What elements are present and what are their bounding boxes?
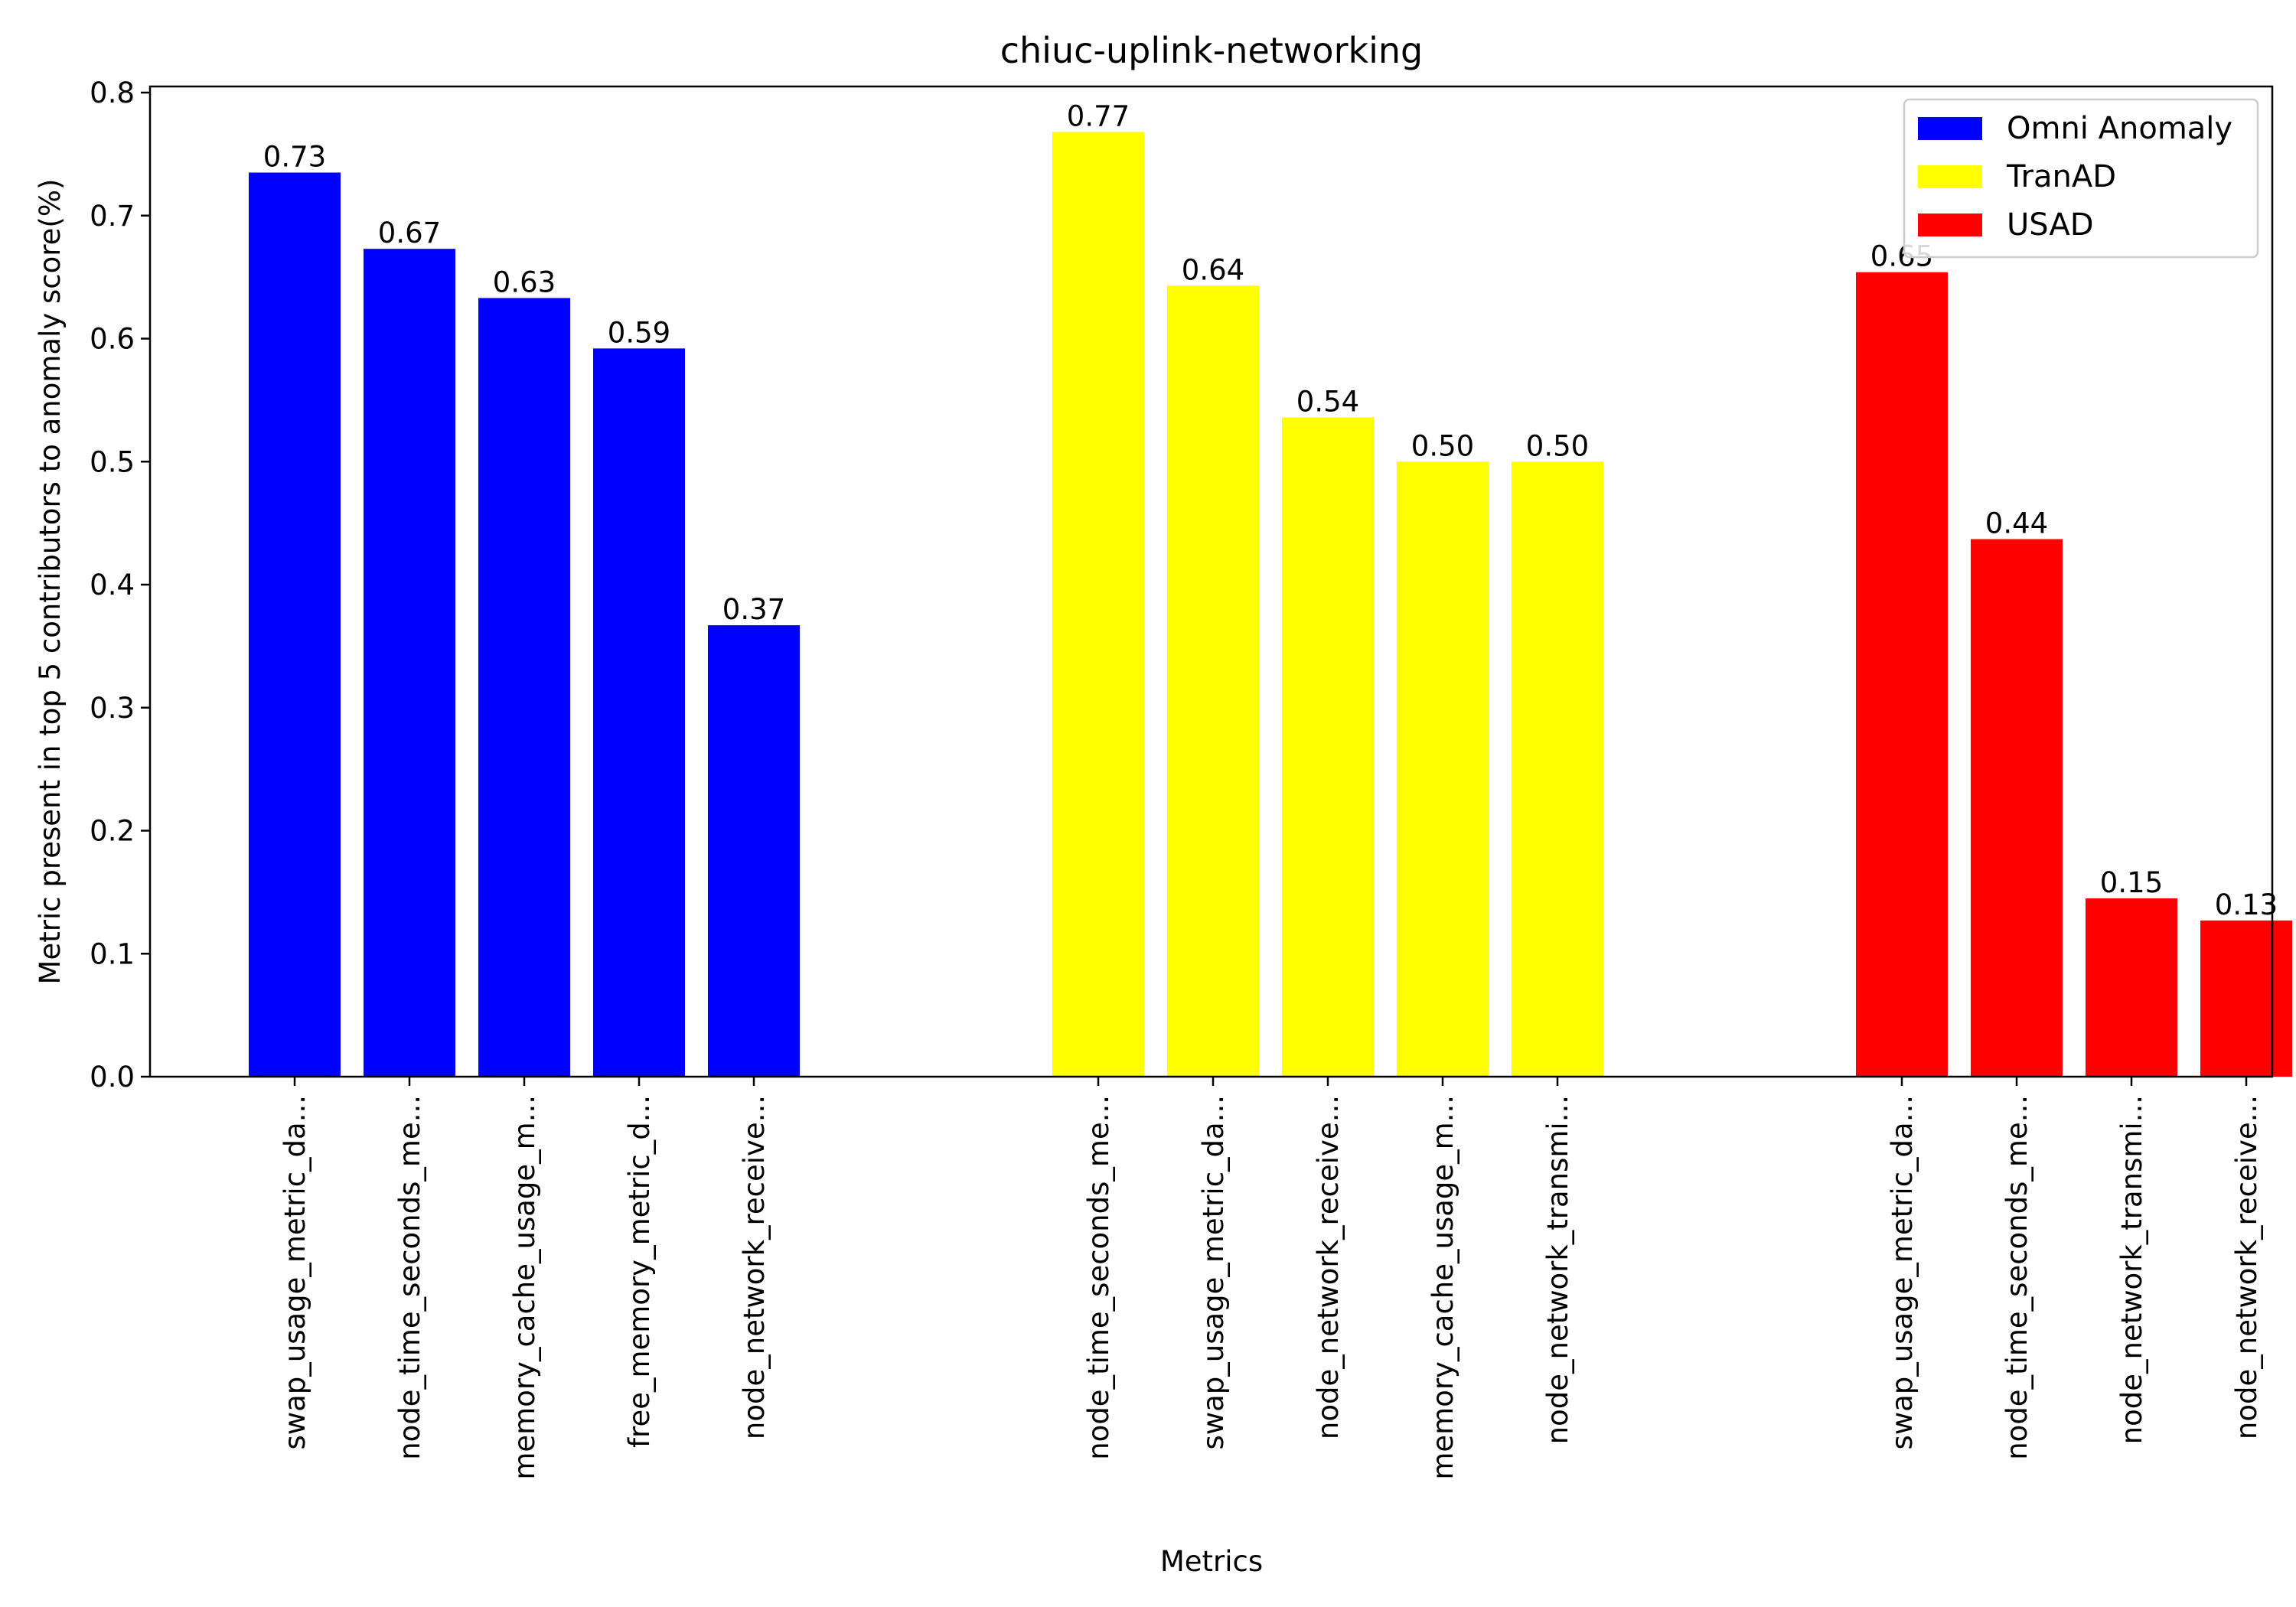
x-tick-label: node_network_transmi...: [1541, 1095, 1574, 1444]
x-tick-label: node_time_seconds_me...: [1082, 1095, 1115, 1460]
bar-value-label: 0.73: [263, 140, 326, 173]
legend-box: [1903, 98, 2259, 259]
legend-swatch: [1918, 165, 1982, 188]
x-axis: swap_usage_metric_da... node_time_seconds…: [279, 1077, 2263, 1480]
x-tick-label: memory_cache_usage_m...: [1427, 1095, 1459, 1480]
legend: Omni Anomaly TranAD USAD: [1903, 98, 2259, 259]
y-tick-label: 0.5: [90, 445, 135, 478]
bar-tranad: [1167, 285, 1259, 1077]
x-tick-label: node_network_receive...: [738, 1095, 771, 1439]
bar-value-label: 0.44: [1985, 507, 2048, 540]
bar-omni-anomaly: [708, 625, 800, 1077]
bar-tranad: [1282, 417, 1374, 1077]
bar-omni-anomaly: [364, 249, 455, 1077]
y-tick-label: 0.2: [90, 815, 135, 848]
bars-layer: [249, 132, 2292, 1077]
plot-frame: [148, 85, 2274, 1078]
bar-omni-anomaly: [593, 348, 685, 1077]
bar-value-label: 0.54: [1296, 385, 1359, 418]
data-labels-layer: 0.73 0.67 0.63 0.59 0.37 0.77 0.64 0.54 0.50 0.50…: [263, 99, 2278, 921]
chart-title: chiuc-uplink-networking: [1000, 30, 1424, 71]
y-axis: 0.0 0.1 0.2 0.3 0.4 0.5 0.6 0.7 0.8: [90, 77, 150, 1094]
bar-usad: [2200, 920, 2292, 1077]
x-tick-label: node_time_seconds_me...: [393, 1095, 426, 1460]
bar-tranad: [1397, 461, 1489, 1077]
bar-value-label: 0.13: [2215, 888, 2278, 921]
legend-label: USAD: [2007, 207, 2094, 243]
y-axis-title: Metric present in top 5 contributors to …: [34, 179, 67, 985]
bar-usad: [1856, 272, 1948, 1077]
y-tick-label: 0.7: [90, 200, 135, 233]
x-tick-label: swap_usage_metric_da...: [279, 1095, 311, 1449]
bar-usad: [1971, 539, 2063, 1077]
x-tick-label: memory_cache_usage_m...: [508, 1095, 541, 1480]
y-tick-label: 0.4: [90, 569, 135, 601]
bar-value-label: 0.67: [378, 217, 441, 249]
bar-value-label: 0.15: [2100, 866, 2163, 899]
bar-usad: [2086, 898, 2177, 1077]
legend-label: Omni Anomaly: [2007, 111, 2232, 146]
legend-label: TranAD: [2006, 159, 2116, 194]
y-tick-label: 0.1: [90, 937, 135, 970]
x-tick-label: node_network_receive...: [2230, 1095, 2263, 1439]
bar-tranad: [1512, 461, 1603, 1077]
bar-value-label: 0.77: [1067, 99, 1130, 132]
y-tick-label: 0.8: [90, 77, 135, 109]
x-tick-label: node_time_seconds_me...: [2001, 1095, 2033, 1460]
bar-omni-anomaly: [478, 298, 570, 1077]
x-tick-label: swap_usage_metric_da...: [1886, 1095, 1919, 1449]
y-tick-label: 0.6: [90, 323, 135, 356]
bar-value-label: 0.50: [1526, 429, 1589, 462]
bar-value-label: 0.59: [608, 316, 670, 349]
legend-swatch: [1918, 214, 1982, 236]
bar-value-label: 0.37: [722, 593, 785, 626]
x-tick-label: free_memory_metric_d...: [623, 1095, 656, 1448]
legend-swatch: [1918, 117, 1982, 140]
bar-value-label: 0.63: [493, 266, 556, 298]
bar-value-label: 0.50: [1411, 429, 1474, 462]
y-tick-label: 0.0: [90, 1061, 135, 1094]
x-tick-label: node_network_transmi...: [2115, 1095, 2148, 1444]
bar-omni-anomaly: [249, 172, 341, 1077]
x-tick-label: node_network_receive...: [1312, 1095, 1345, 1439]
x-tick-label: swap_usage_metric_da...: [1197, 1095, 1230, 1449]
x-axis-title: Metrics: [1160, 1545, 1263, 1578]
y-tick-label: 0.3: [90, 692, 135, 725]
bar-value-label: 0.64: [1182, 253, 1244, 286]
bar-tranad: [1052, 132, 1144, 1077]
